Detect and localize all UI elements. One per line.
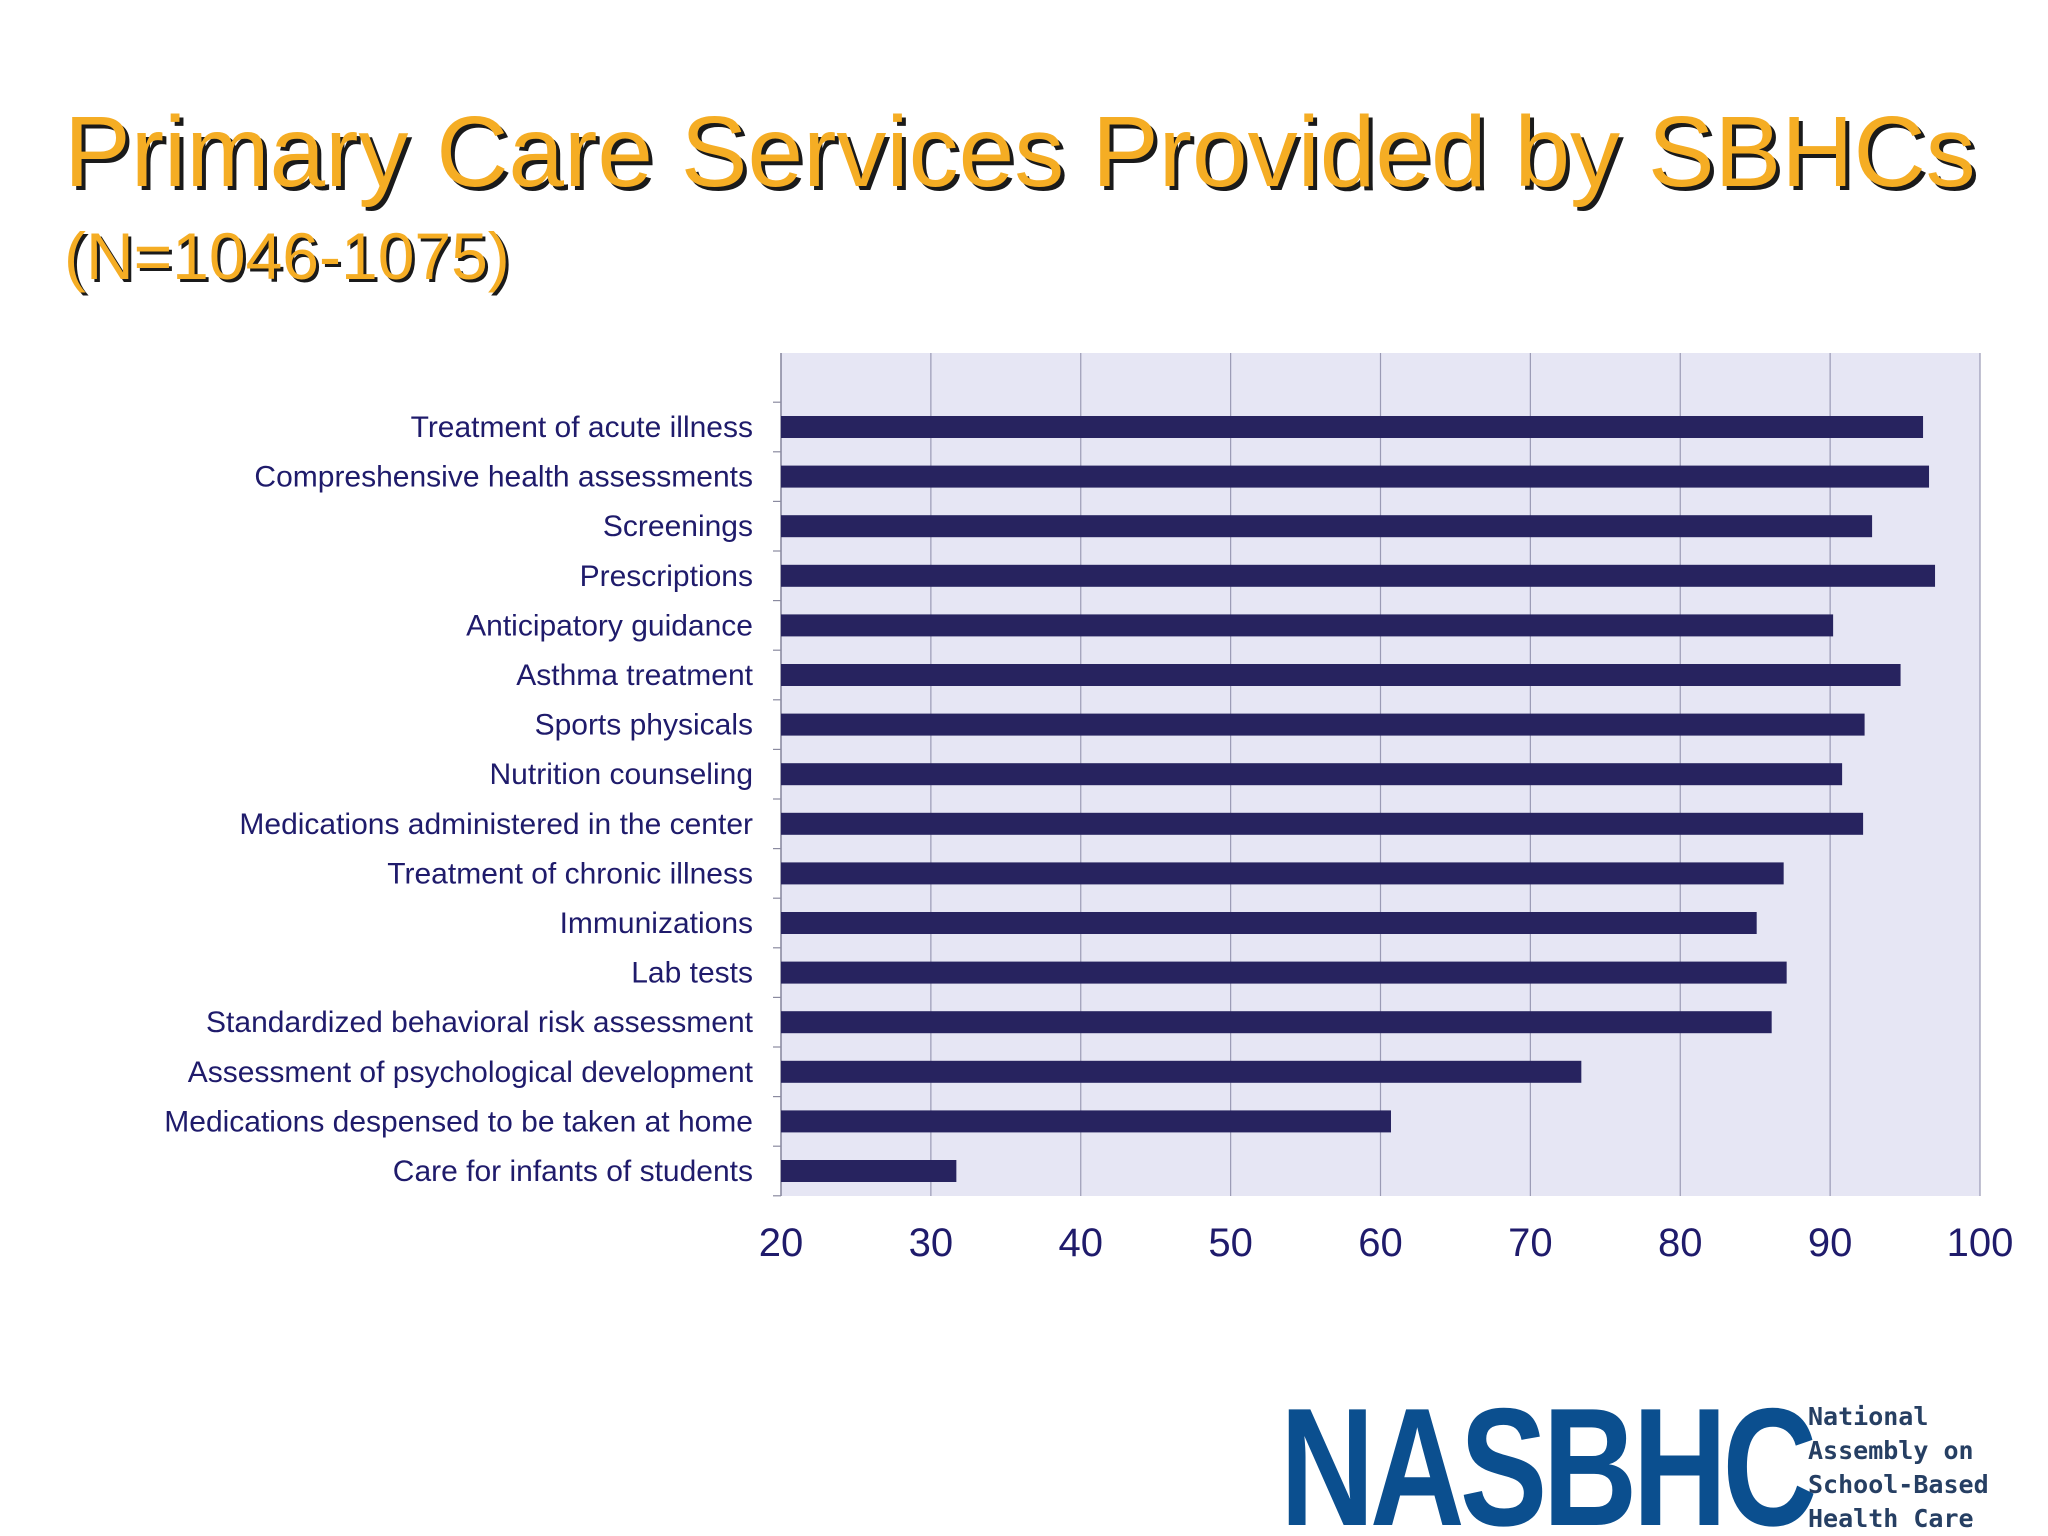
x-tick-label: 80	[1658, 1221, 1703, 1265]
bar	[781, 1110, 1391, 1133]
category-label: Assessment of psychological development	[188, 1056, 754, 1089]
x-tick-label: 90	[1808, 1221, 1853, 1265]
bar	[781, 862, 1784, 885]
category-label: Medications administered in the center	[239, 808, 753, 841]
bar	[781, 416, 1924, 438]
category-label: Anticipatory guidance	[466, 609, 753, 642]
category-label: Screenings	[603, 510, 753, 543]
nasbhc-logo: NASBHC National Assembly on School-Based…	[1280, 1373, 2000, 1536]
x-tick-label: 20	[759, 1221, 804, 1265]
bar	[781, 763, 1843, 786]
category-label: Sports physicals	[535, 709, 753, 742]
category-label: Treatment of chronic illness	[387, 857, 753, 890]
bar	[781, 713, 1865, 736]
bar	[781, 961, 1787, 984]
bar	[781, 515, 1873, 538]
category-label: Compreshensive health assessments	[254, 461, 753, 494]
bars-group	[781, 416, 1936, 1182]
x-tick-labels-group: 20 30 40 50 60 70 80 90 100	[759, 1221, 2014, 1265]
x-tick-label: 100	[1947, 1221, 2014, 1265]
category-label: Medications despensed to be taken at hom…	[164, 1105, 753, 1138]
x-tick-label: 50	[1208, 1221, 1253, 1265]
category-label: Immunizations	[560, 907, 753, 940]
bar	[781, 912, 1757, 934]
bar	[781, 812, 1864, 835]
logo-wordmark: NASBHC	[1280, 1373, 1817, 1536]
category-label: Nutrition counseling	[490, 758, 753, 791]
bar	[781, 1060, 1582, 1083]
logo-tagline-line: Health Care	[1808, 1504, 1974, 1533]
bar	[781, 1160, 957, 1182]
category-label: Asthma treatment	[516, 659, 753, 692]
bar	[781, 614, 1834, 637]
category-labels-group: Treatment of acute illness Compreshensive…	[164, 411, 753, 1188]
bar	[781, 465, 1930, 488]
x-tick-label: 60	[1358, 1221, 1403, 1265]
slide-subtitle: (N=1046-1075)	[64, 219, 510, 293]
category-label: Care for infants of students	[393, 1155, 753, 1188]
category-label: Lab tests	[631, 957, 753, 990]
logo-tagline-line: National	[1808, 1402, 1929, 1431]
category-label: Treatment of acute illness	[411, 411, 753, 444]
logo-tagline: National Assembly on School-Based Health…	[1808, 1400, 1989, 1536]
logo-tagline-line: Assembly on	[1808, 1436, 1974, 1465]
category-label: Prescriptions	[580, 560, 753, 593]
slide-title: Primary Care Services Provided by SBHCs	[64, 96, 1976, 208]
logo-tagline-line: School-Based	[1808, 1470, 1989, 1499]
x-tick-label: 40	[1059, 1221, 1104, 1265]
x-tick-label: 70	[1508, 1221, 1553, 1265]
x-tick-label: 30	[909, 1221, 954, 1265]
category-label: Standardized behavioral risk assessment	[206, 1006, 754, 1039]
bar	[781, 664, 1901, 686]
bar	[781, 564, 1936, 587]
bar	[781, 1011, 1772, 1034]
